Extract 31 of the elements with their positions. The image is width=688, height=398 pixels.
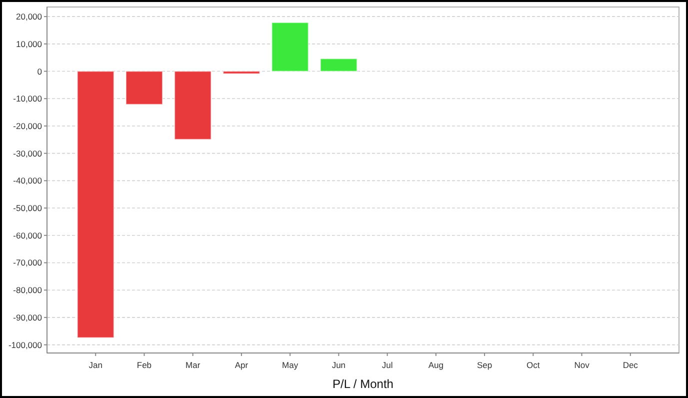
x-tick-label: Jun [332,360,346,370]
x-tick-label: Sep [476,360,492,370]
y-tick-label: -10,000 [13,94,42,104]
x-tick-label: Jul [382,360,393,370]
x-axis-title: P/L / Month [332,377,394,391]
bar [76,70,114,338]
y-tick-label: -40,000 [13,176,42,186]
y-tick-label: -20,000 [13,120,42,131]
x-tick-label: Mar [186,360,200,370]
bar [174,70,212,140]
bar [271,22,309,72]
y-tick-label: -100,000 [8,340,42,350]
x-tick-label: Nov [574,360,590,370]
y-tick-label: 0 [37,66,42,76]
y-tick-label: -50,000 [13,203,42,214]
x-tick-label: Aug [428,360,444,370]
y-tick-label: -90,000 [13,312,42,322]
y-tick-label: -30,000 [13,148,42,158]
x-tick-label: Apr [234,360,248,370]
y-tick-label: -80,000 [13,285,42,296]
bar [126,70,163,105]
bar [320,58,358,72]
x-tick-label: Dec [622,360,639,370]
y-tick-label: 20,000 [16,12,42,22]
x-tick-label: Oct [526,360,540,370]
x-tick-label: Jan [88,360,103,370]
y-tick-label: -70,000 [13,258,42,268]
x-tick-label: May [282,360,299,370]
y-tick-label: -60,000 [13,230,42,240]
x-tick-label: Feb [136,360,152,370]
y-tick-label: 10,000 [16,38,42,49]
